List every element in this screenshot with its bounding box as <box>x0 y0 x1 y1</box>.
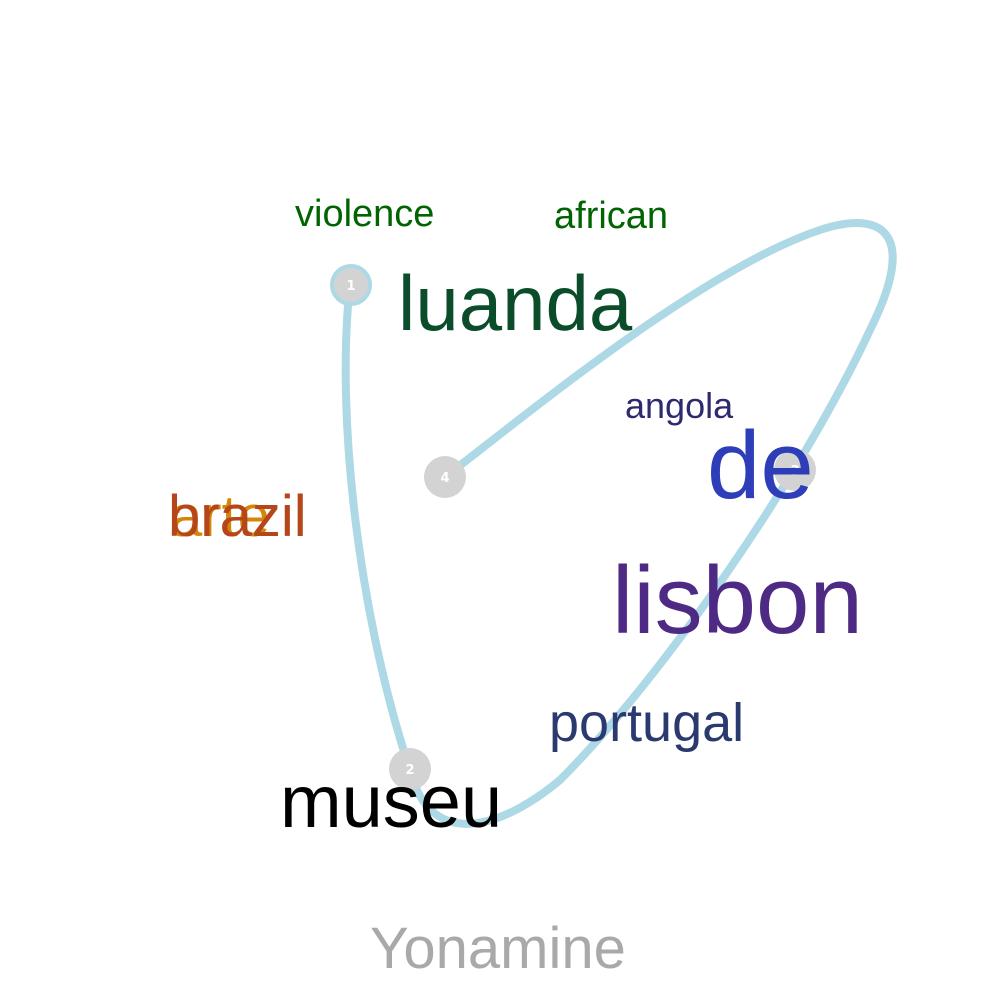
node-3-circle <box>774 449 816 491</box>
word-museu: museu <box>280 760 503 843</box>
node-3: 3 <box>774 449 816 491</box>
node-2-label: 2 <box>405 763 414 778</box>
node-3-label: 3 <box>790 464 799 479</box>
node-2: 2 <box>389 748 431 790</box>
diagram-title: Yonamine <box>370 916 626 981</box>
node-4-label: 4 <box>440 471 449 486</box>
word-portugal: portugal <box>549 693 745 753</box>
word-de: de <box>707 412 814 519</box>
word-angola: angola <box>625 385 734 426</box>
word-brazil: brazil <box>168 484 307 549</box>
word-arte: arte <box>170 484 270 549</box>
word-luanda: luanda <box>398 259 633 347</box>
route-path <box>341 219 897 828</box>
node-1-label: 1 <box>346 279 355 294</box>
node-2-circle <box>389 748 431 790</box>
node-1: 1 <box>330 264 372 306</box>
node-4-circle <box>424 456 466 498</box>
word-african: african <box>554 195 669 237</box>
word-violence: violence <box>295 193 435 235</box>
word-lisbon: lisbon <box>612 547 863 654</box>
node-4: 4 <box>424 456 466 498</box>
node-1-circle <box>330 264 372 306</box>
